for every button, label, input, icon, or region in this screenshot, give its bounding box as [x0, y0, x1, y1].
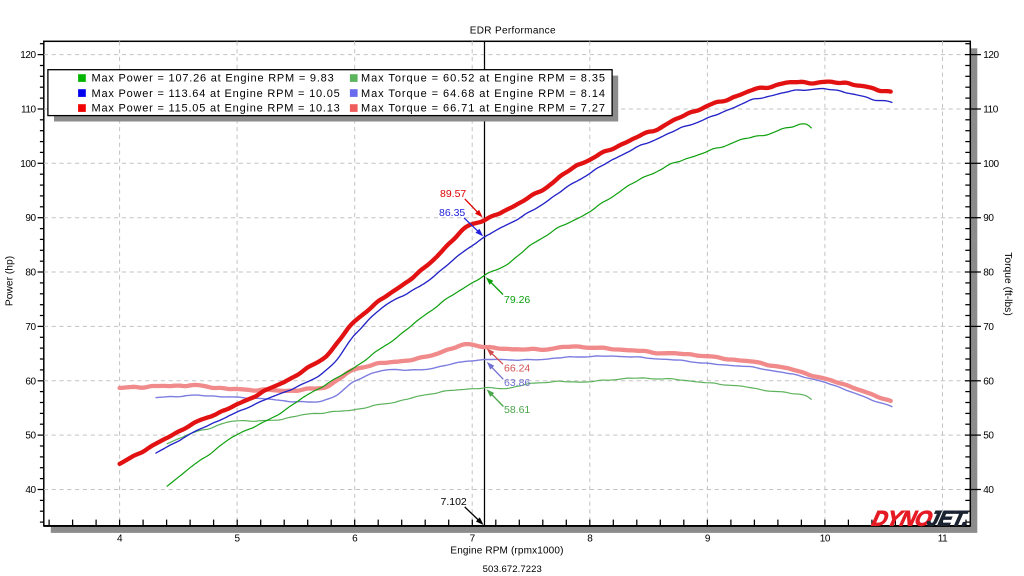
svg-text:89.57: 89.57: [440, 188, 466, 200]
svg-text:100: 100: [20, 159, 36, 170]
svg-text:Power (hp): Power (hp): [4, 256, 15, 306]
svg-text:50: 50: [983, 431, 994, 442]
svg-text:58.61: 58.61: [504, 404, 530, 416]
svg-text:10: 10: [820, 534, 831, 545]
svg-text:110: 110: [21, 105, 37, 116]
svg-text:80: 80: [25, 268, 36, 279]
svg-text:Max Power = 107.26 at Engine R: Max Power = 107.26 at Engine RPM = 9.83: [92, 73, 335, 85]
svg-text:40: 40: [25, 485, 36, 496]
svg-text:Engine RPM (rpmx1000): Engine RPM (rpmx1000): [450, 546, 563, 557]
svg-text:Max Torque = 60.52 at Engine R: Max Torque = 60.52 at Engine RPM = 8.35: [361, 73, 606, 85]
svg-text:120: 120: [20, 50, 36, 61]
svg-text:11: 11: [938, 534, 948, 545]
svg-text:7: 7: [470, 534, 476, 545]
svg-text:100: 100: [983, 159, 999, 170]
svg-text:80: 80: [983, 268, 994, 279]
svg-text:9: 9: [705, 534, 711, 545]
svg-text:Torque (ft-lbs): Torque (ft-lbs): [1002, 252, 1013, 316]
svg-text:4: 4: [117, 534, 123, 545]
svg-text:Max Power = 113.64 at Engine R: Max Power = 113.64 at Engine RPM = 10.05: [92, 88, 341, 100]
svg-text:110: 110: [983, 105, 999, 116]
svg-text:EDR Performance: EDR Performance: [470, 25, 556, 36]
svg-text:79.26: 79.26: [504, 294, 530, 306]
svg-text:86.35: 86.35: [439, 207, 465, 219]
svg-text:120: 120: [983, 50, 999, 61]
svg-text:503.672.7223: 503.672.7223: [483, 564, 542, 575]
svg-text:Max Power = 115.05 at Engine R: Max Power = 115.05 at Engine RPM = 10.13: [92, 103, 341, 115]
svg-text:70: 70: [25, 322, 36, 333]
svg-text:5: 5: [235, 534, 241, 545]
svg-text:Max Torque = 66.71 at Engine R: Max Torque = 66.71 at Engine RPM = 7.27: [361, 103, 606, 115]
svg-text:50: 50: [25, 431, 36, 442]
svg-text:90: 90: [983, 213, 994, 224]
svg-text:DYNO: DYNO: [870, 507, 935, 531]
svg-text:90: 90: [25, 213, 36, 224]
svg-text:60: 60: [25, 376, 36, 387]
svg-text:66.24: 66.24: [504, 363, 530, 375]
svg-text:8: 8: [587, 534, 593, 545]
svg-text:63.86: 63.86: [504, 377, 530, 389]
svg-text:Max Torque = 64.68 at Engine R: Max Torque = 64.68 at Engine RPM = 8.14: [361, 88, 606, 100]
svg-text:6: 6: [352, 534, 358, 545]
svg-text:60: 60: [983, 376, 994, 387]
svg-text:40: 40: [983, 485, 994, 496]
svg-text:7.102: 7.102: [441, 496, 467, 508]
svg-text:70: 70: [983, 322, 994, 333]
svg-text:JET.: JET.: [925, 507, 972, 531]
